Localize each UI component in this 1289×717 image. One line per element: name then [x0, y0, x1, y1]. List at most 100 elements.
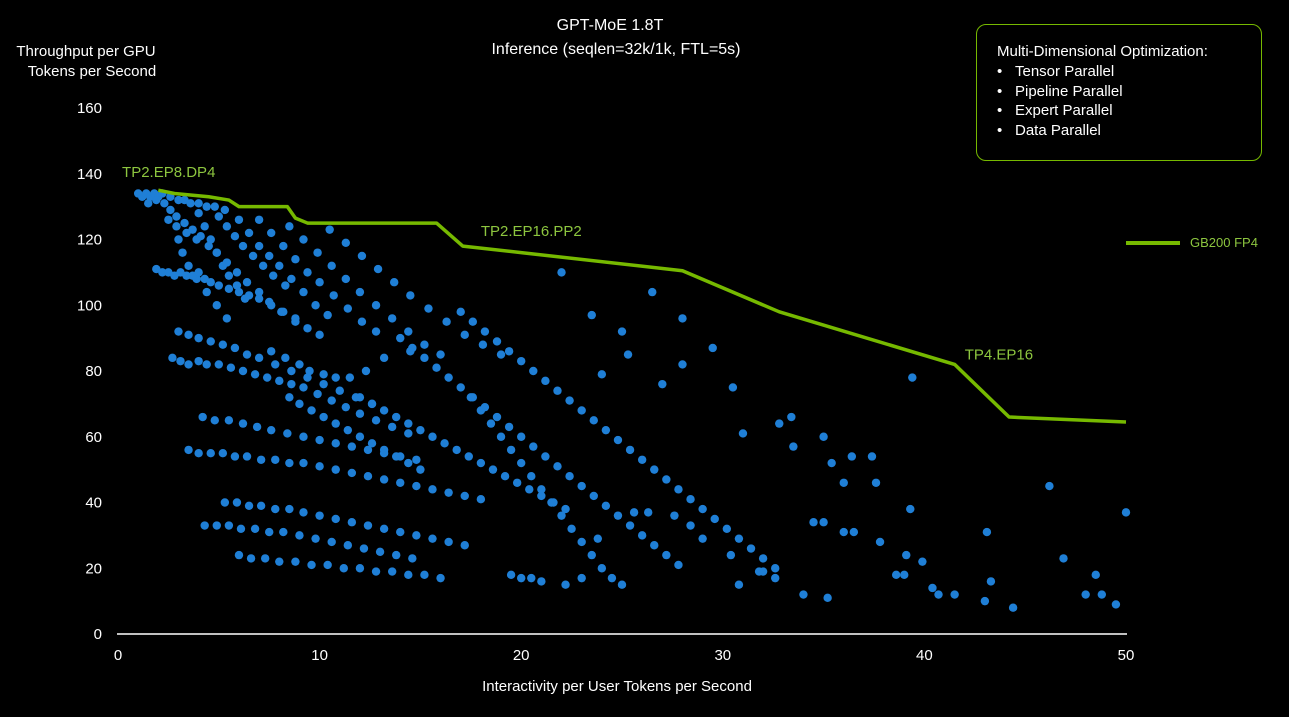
scatter-point [432, 363, 441, 372]
scatter-point [396, 333, 405, 343]
scatter-point [212, 248, 221, 257]
scatter-point [648, 287, 657, 297]
scatter-point [265, 527, 274, 537]
scatter-point [710, 514, 719, 524]
scatter-point [819, 432, 828, 441]
y-tick-label: 40 [85, 495, 102, 512]
scatter-point [1059, 554, 1068, 563]
scatter-point [361, 366, 371, 376]
scatter-point [172, 222, 181, 231]
scatter-point [839, 478, 848, 487]
scatter-point [363, 472, 373, 481]
scatter-point [254, 241, 264, 251]
legend: GB200 FP4 [1126, 235, 1258, 250]
scatter-point [267, 425, 276, 435]
y-axis-label-line1: Throughput per GPU [16, 43, 155, 60]
series-lines [157, 188, 1127, 424]
scatter-point [194, 199, 203, 208]
scatter-point [285, 393, 294, 402]
scatter-point [444, 373, 453, 382]
scatter-point [355, 564, 365, 573]
scatter-point [303, 268, 312, 277]
scatter-point [678, 360, 687, 369]
scatter-point [355, 409, 365, 418]
scatter-point [637, 455, 647, 464]
scatter-point [373, 264, 383, 274]
scatter-point [224, 521, 234, 530]
scatter-point [460, 541, 469, 550]
scatter-point [567, 524, 576, 533]
optimization-item: • Tensor Parallel [997, 62, 1261, 82]
scatter-point [597, 564, 607, 573]
scatter-point [486, 419, 496, 428]
scatter-point [420, 353, 429, 363]
scatter-point [389, 278, 399, 287]
scatter-point [166, 205, 175, 215]
scatter-point [625, 521, 635, 530]
scatter-point [299, 235, 308, 244]
scatter-point [291, 255, 300, 264]
scatter-point [379, 445, 389, 455]
scatter-point [184, 360, 193, 369]
scatter-point [537, 491, 546, 501]
scatter-point [404, 429, 413, 438]
scatter-point [246, 554, 256, 563]
scatter-point [194, 209, 203, 218]
scatter-point [823, 593, 832, 603]
scatter-point [587, 550, 596, 560]
scatter-point [323, 310, 332, 320]
scatter-point [950, 590, 959, 599]
scatter-point [287, 379, 296, 389]
chart-subtitle: Inference (seqlen=32k/1k, FTL=5s) [491, 41, 740, 58]
scatter-point [186, 199, 195, 208]
scatter-point [541, 452, 550, 461]
optimization-item: • Expert Parallel [997, 101, 1261, 121]
scatter-point [194, 448, 203, 458]
x-tick-label: 50 [1118, 647, 1135, 664]
scatter-point [436, 350, 445, 359]
scatter-point [355, 393, 365, 402]
scatter-point [242, 350, 252, 359]
bullet-icon: • [997, 63, 1003, 80]
scatter-point [442, 317, 451, 326]
scatter-point [698, 534, 707, 543]
scatter-point [271, 504, 280, 514]
scatter-point [674, 560, 683, 570]
scatter-point [307, 406, 316, 415]
scatter-point [541, 376, 550, 386]
scatter-point [267, 228, 276, 238]
scatter-point [214, 281, 223, 290]
scatter-point [698, 504, 707, 514]
scatter-point [408, 554, 417, 563]
scatter-point [212, 521, 221, 530]
scatter-point [184, 445, 193, 455]
scatter-point [331, 514, 340, 524]
scatter-point [313, 248, 322, 257]
scatter-point [248, 251, 258, 261]
scatter-point [371, 567, 381, 576]
scatter-point [392, 412, 401, 422]
scatter-point [341, 402, 351, 412]
scatter-point [275, 376, 284, 386]
scatter-point [232, 268, 242, 277]
scatter-point [299, 383, 308, 392]
scatter-point [406, 291, 415, 300]
scatter-point [506, 570, 516, 580]
scatter-point [1081, 590, 1090, 599]
scatter-point [325, 225, 334, 234]
scatter-point [265, 251, 274, 261]
scatter-point [371, 301, 381, 310]
scatter-point [428, 432, 437, 441]
scatter-point [396, 527, 405, 537]
scatter-point [771, 573, 780, 583]
scatter-point [299, 432, 308, 441]
scatter-point [547, 498, 556, 507]
scatter-point [359, 544, 369, 553]
scatter-point [206, 278, 215, 287]
scatter-point [722, 524, 732, 533]
scatter-point [200, 521, 209, 530]
scatter-point [527, 573, 536, 583]
scatter-point [577, 481, 586, 491]
scatter-point [236, 524, 246, 533]
scatter-point [224, 416, 234, 425]
